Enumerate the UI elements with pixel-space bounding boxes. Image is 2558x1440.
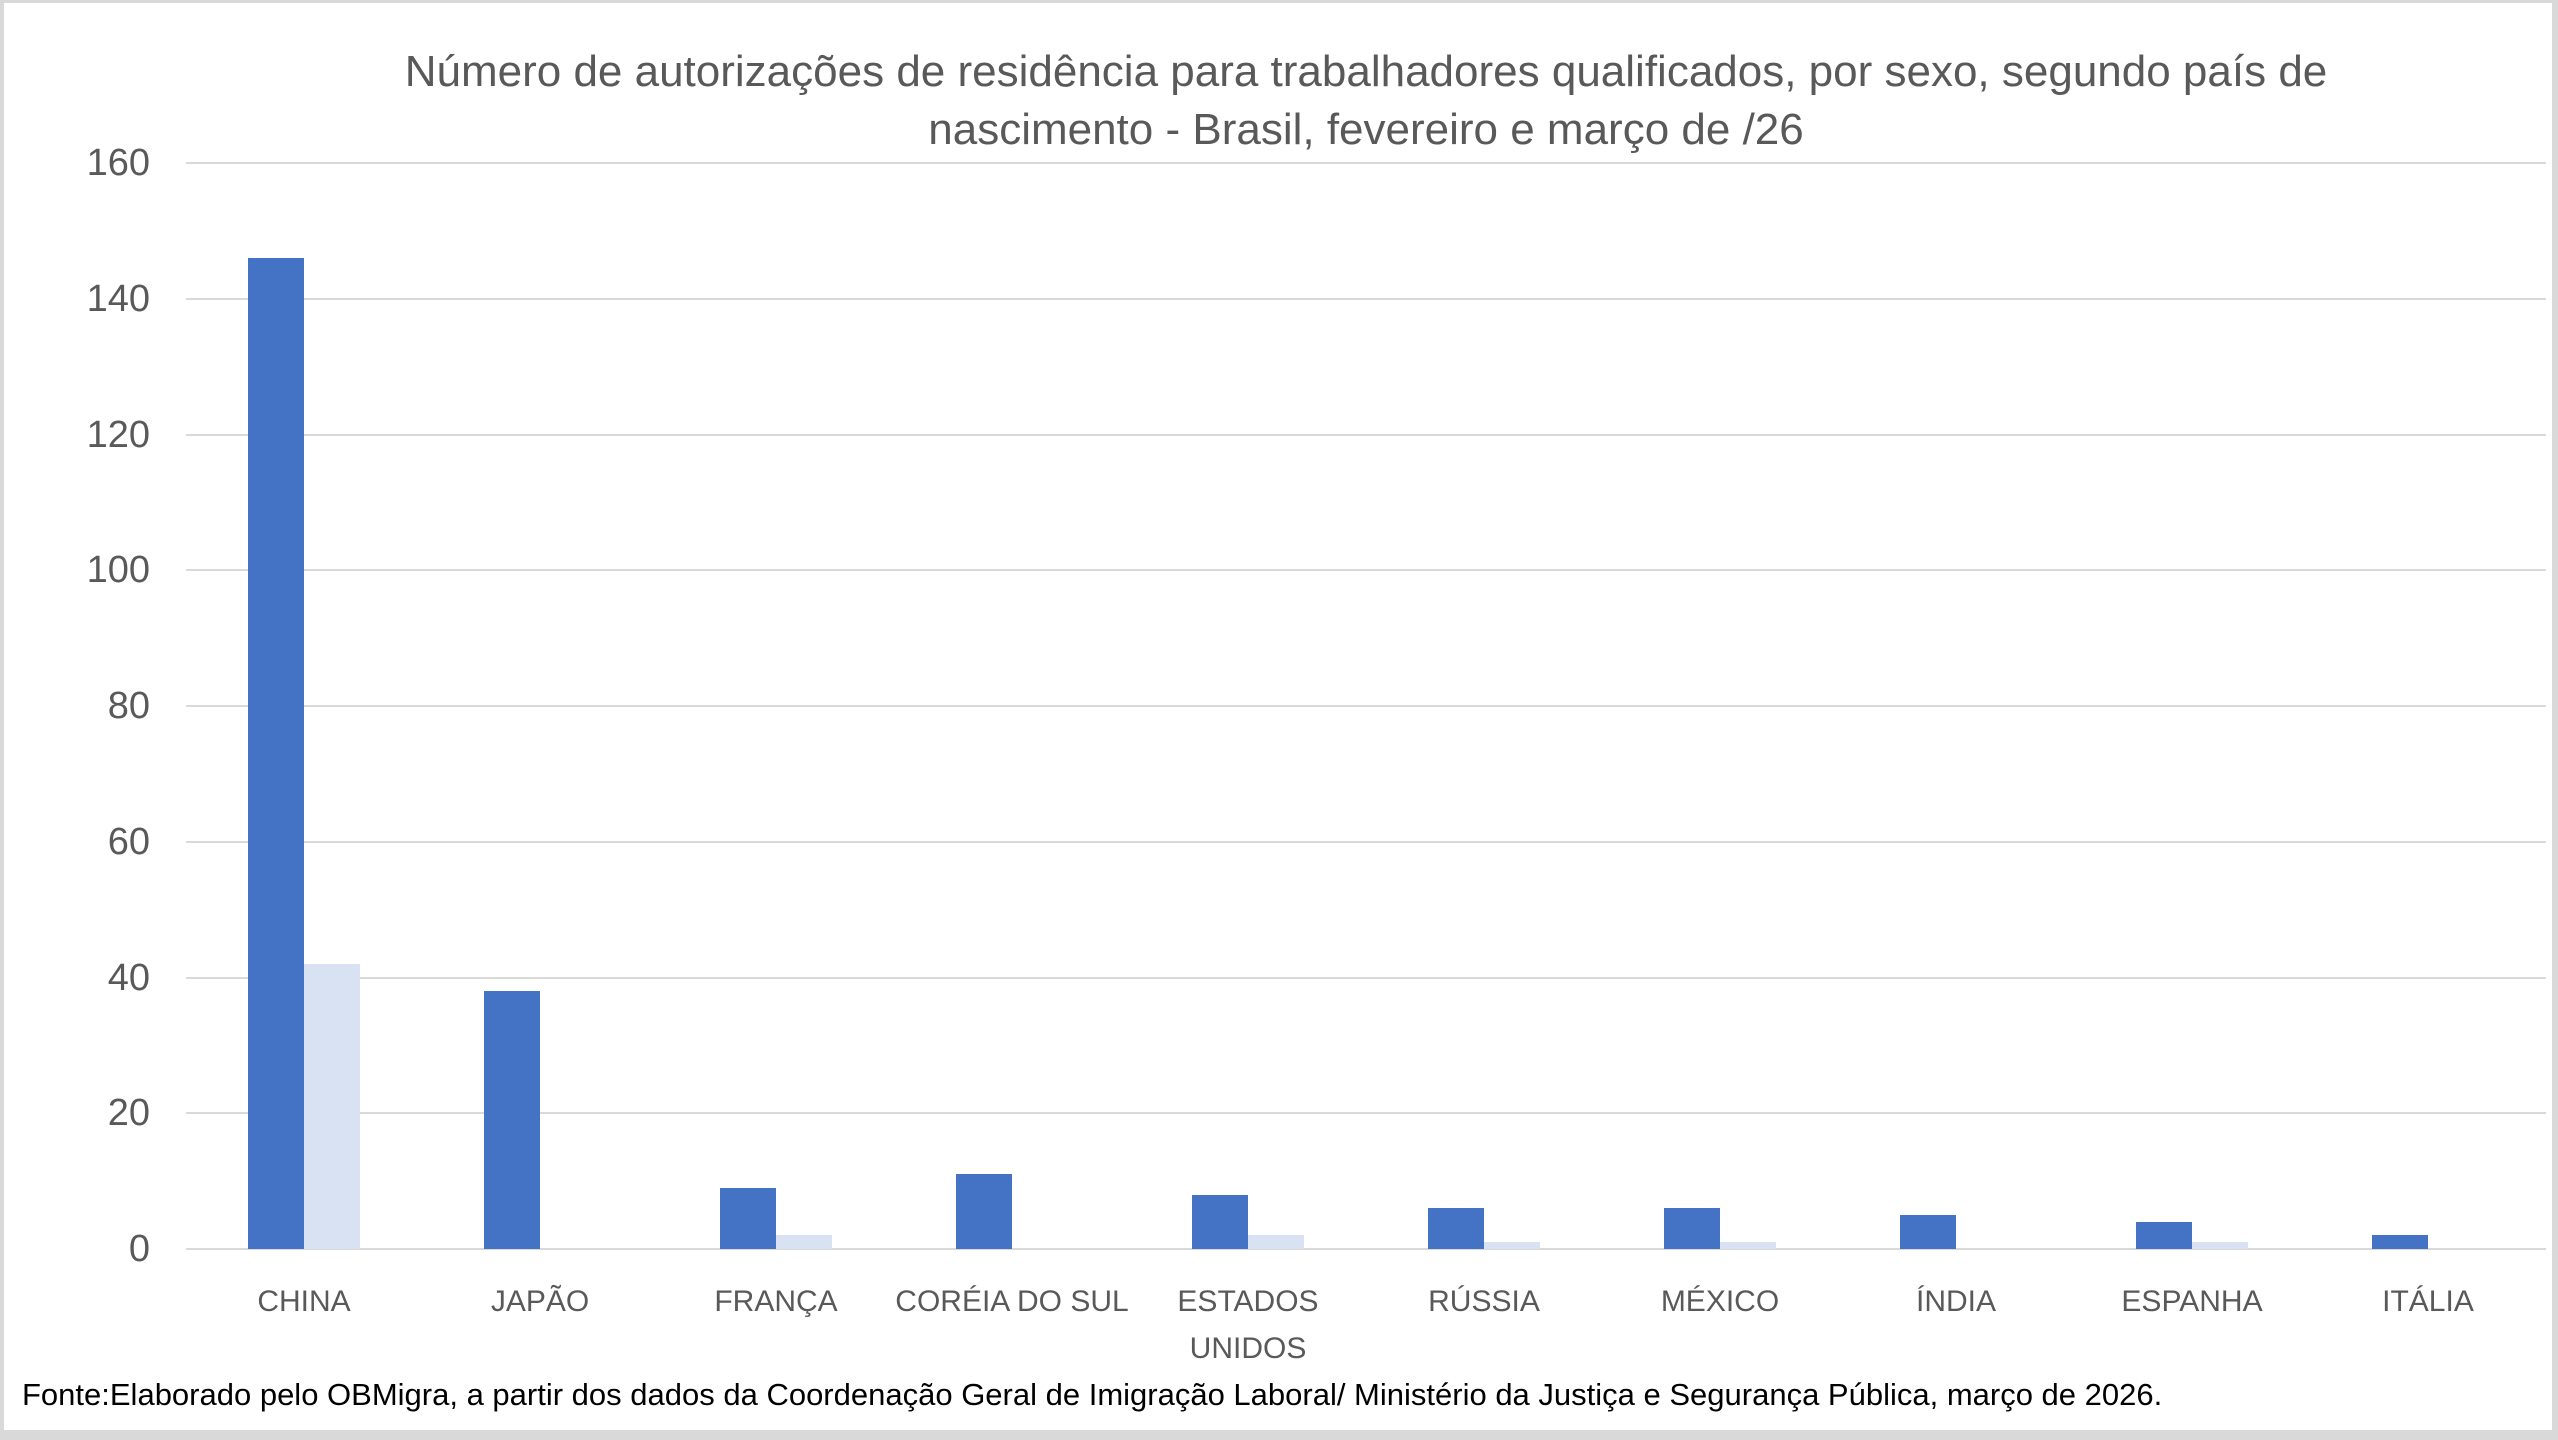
x-axis-label-slot-franca: FRANÇA xyxy=(658,1278,894,1372)
bar-serie-azul-clara-espanha xyxy=(2192,1242,2248,1249)
bar-pair-coreia-do-sul xyxy=(956,1174,1068,1249)
bar-pair-india xyxy=(1900,1215,2012,1249)
bar-pair-japao xyxy=(484,991,596,1249)
category-slot-china xyxy=(186,163,422,1249)
x-axis-label-slot-italia: ITÁLIA xyxy=(2310,1278,2546,1372)
bar-serie-azul-clara-franca xyxy=(776,1235,832,1249)
bar-serie-azul-clara-mexico xyxy=(1720,1242,1776,1249)
x-axis-label-slot-espanha: ESPANHA xyxy=(2074,1278,2310,1372)
y-axis-tick-label-160: 160 xyxy=(86,142,150,184)
gridline-100 xyxy=(186,569,2546,572)
bar-serie-azul-escura-mexico xyxy=(1664,1208,1720,1249)
bar-serie-azul-clara-china xyxy=(304,963,360,1249)
x-axis-label-franca: FRANÇA xyxy=(714,1285,838,1318)
bar-serie-azul-escura-espanha xyxy=(2136,1221,2192,1249)
gridline-140 xyxy=(186,297,2546,300)
y-axis-tick-label-120: 120 xyxy=(86,413,150,456)
bar-serie-azul-escura-china xyxy=(248,258,304,1249)
x-axis-label-slot-russia: RÚSSIA xyxy=(1366,1278,1602,1372)
gridline-120 xyxy=(186,433,2546,436)
category-slot-espanha xyxy=(2074,163,2310,1249)
y-axis-tick-label-80: 80 xyxy=(107,685,150,727)
gridline-80 xyxy=(186,705,2546,707)
bar-pair-franca xyxy=(720,1187,832,1249)
x-axis-label-russia: RÚSSIA xyxy=(1428,1285,1540,1318)
bar-serie-azul-escura-india xyxy=(1900,1215,1956,1249)
y-axis-tick-label-100: 100 xyxy=(86,549,150,592)
x-axis-label-slot-coreia-do-sul: CORÉIA DO SUL xyxy=(894,1278,1130,1372)
bar-serie-azul-escura-franca xyxy=(720,1187,776,1249)
bar-pair-china xyxy=(248,258,360,1249)
x-axis-label-china: CHINA xyxy=(257,1285,351,1318)
gridline-160 xyxy=(186,162,2546,164)
x-axis-label-italia: ITÁLIA xyxy=(2382,1285,2474,1318)
category-slot-coreia-do-sul xyxy=(894,163,1130,1249)
bar-serie-azul-escura-coreia-do-sul xyxy=(956,1174,1012,1249)
category-slot-estados-unidos xyxy=(1130,163,1366,1249)
category-slot-india xyxy=(1838,163,2074,1249)
x-axis-label-slot-estados-unidos: ESTADOS UNIDOS xyxy=(1130,1278,1366,1372)
x-axis-label-mexico: MÉXICO xyxy=(1660,1285,1780,1318)
bar-serie-azul-clara-russia xyxy=(1484,1242,1540,1249)
gridline-40 xyxy=(186,976,2546,979)
x-axis-label-india: ÍNDIA xyxy=(1915,1285,1996,1318)
bar-pair-mexico xyxy=(1664,1208,1776,1249)
x-axis-label-estados-unidos: ESTADOS UNIDOS xyxy=(1177,1285,1319,1365)
y-axis-tick-label-0: 0 xyxy=(128,1228,150,1270)
bar-pair-russia xyxy=(1428,1208,1540,1249)
category-slot-franca xyxy=(658,163,894,1249)
y-axis-tick-label-140: 140 xyxy=(86,277,150,320)
bars-row xyxy=(186,163,2546,1249)
category-slot-mexico xyxy=(1602,163,1838,1249)
bar-pair-estados-unidos xyxy=(1192,1194,1304,1249)
category-slot-russia xyxy=(1366,163,1602,1249)
y-axis-tick-label-60: 60 xyxy=(107,820,150,863)
chart-title: Número de autorizações de residência par… xyxy=(186,43,2546,159)
x-axis-label-slot-china: CHINA xyxy=(186,1278,422,1372)
bar-serie-azul-clara-estados-unidos xyxy=(1248,1235,1304,1249)
gridline-20 xyxy=(186,1112,2546,1115)
bar-pair-espanha xyxy=(2136,1221,2248,1249)
chart-title-line-2: nascimento - Brasil, fevereiro e março d… xyxy=(928,105,1804,154)
bar-pair-italia xyxy=(2372,1235,2484,1249)
gridline-60 xyxy=(186,840,2546,843)
category-slot-italia xyxy=(2310,163,2546,1249)
x-axis-category-labels: CHINA JAPÃO FRANÇA CORÉIA DO SUL ESTADOS UNI… xyxy=(186,1278,2546,1372)
bar-serie-azul-escura-russia xyxy=(1428,1208,1484,1249)
bar-serie-azul-escura-japao xyxy=(484,991,540,1249)
chart-title-line-1: Número de autorizações de residência par… xyxy=(404,47,2328,96)
bar-serie-azul-escura-estados-unidos xyxy=(1192,1194,1248,1249)
x-axis-line xyxy=(186,1248,2546,1250)
plot-area: 0 20 40 60 80 100 120 140 160 xyxy=(87,144,2546,1268)
x-axis-label-slot-india: ÍNDIA xyxy=(1838,1278,2074,1372)
category-slot-japao xyxy=(422,163,658,1249)
y-axis-tick-label-20: 20 xyxy=(107,1092,150,1135)
source-note: Fonte:Elaborado pelo OBMigra, a partir d… xyxy=(22,1377,2163,1412)
x-axis-label-japao: JAPÃO xyxy=(490,1285,590,1318)
x-axis-label-espanha: ESPANHA xyxy=(2121,1285,2263,1318)
bar-serie-azul-escura-italia xyxy=(2372,1235,2428,1249)
x-axis-label-coreia-do-sul: CORÉIA DO SUL xyxy=(895,1285,1129,1318)
x-axis-label-slot-japao: JAPÃO xyxy=(422,1278,658,1372)
x-axis-label-slot-mexico: MÉXICO xyxy=(1602,1278,1838,1372)
y-axis-tick-label-40: 40 xyxy=(107,956,150,999)
